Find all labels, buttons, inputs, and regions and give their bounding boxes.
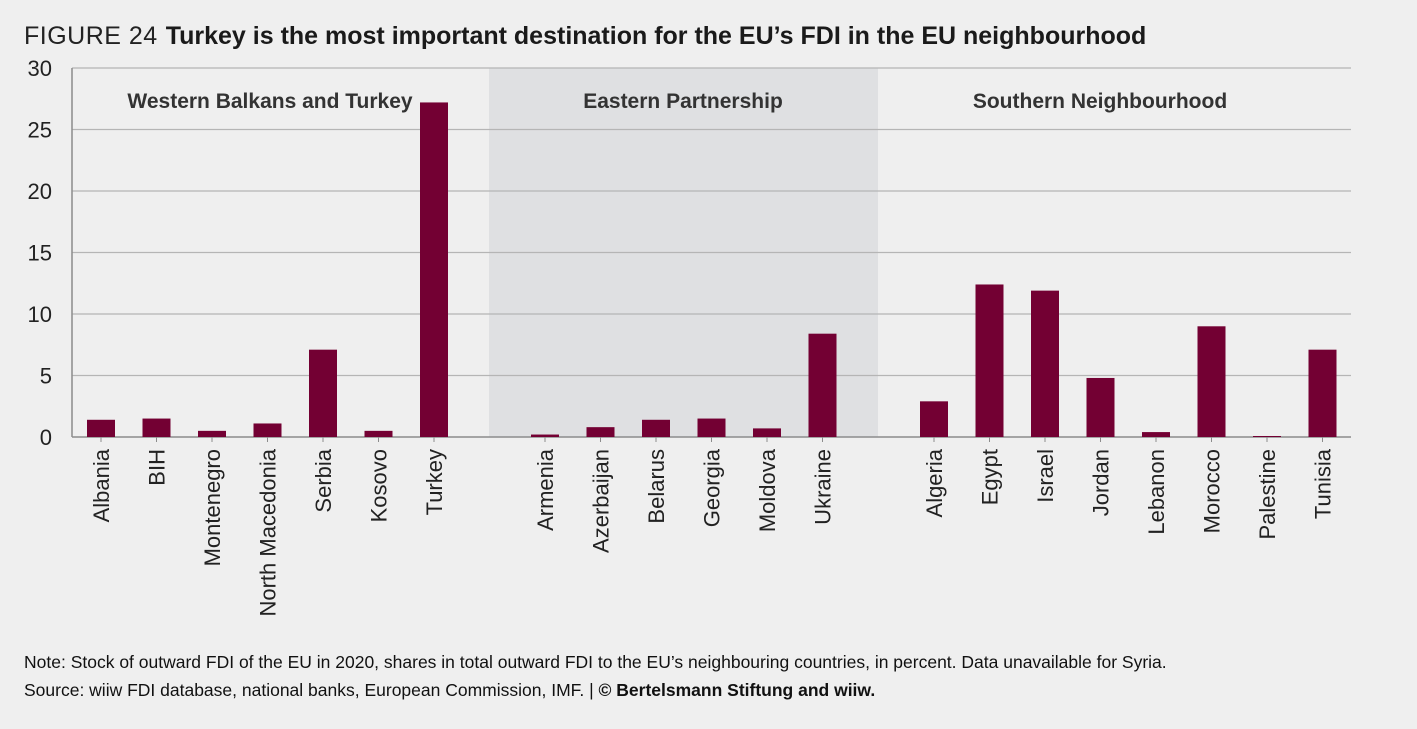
x-tick-label: Tunisia (1311, 448, 1336, 519)
y-tick-label: 25 (28, 118, 52, 143)
bar-moldova (753, 428, 781, 437)
x-tick-label: Albania (89, 448, 114, 522)
x-tick-label: BIH (145, 449, 170, 486)
x-tick-label: Turkey (422, 449, 447, 515)
y-tick-label: 10 (28, 302, 52, 327)
x-tick-label: Armenia (533, 448, 558, 531)
bar-belarus (642, 419, 670, 437)
bar-ukraine (808, 333, 837, 437)
bar-morocco (1197, 326, 1226, 437)
bar-georgia (697, 418, 726, 437)
x-tick-label: Lebanon (1144, 449, 1169, 535)
x-tick-label: Jordan (1089, 449, 1114, 516)
bar-lebanon (1142, 432, 1170, 437)
figure-label: FIGURE 24 (24, 22, 158, 50)
y-tick-label: 20 (28, 179, 52, 204)
bar-armenia (531, 434, 559, 437)
bar-palestine (1253, 436, 1281, 437)
source-text: Source: wiiw FDI database, national bank… (24, 680, 599, 700)
y-tick-label: 0 (40, 425, 52, 450)
group-label: Southern Neighbourhood (973, 90, 1227, 113)
x-tick-label: Palestine (1255, 449, 1280, 540)
x-tick-label: Israel (1033, 449, 1058, 503)
bar-jordan (1086, 377, 1115, 437)
bar-tunisia (1308, 349, 1337, 437)
x-tick-label: Georgia (700, 448, 725, 527)
y-tick-label: 5 (40, 364, 52, 389)
x-tick-label: North Macedonia (256, 448, 281, 616)
x-tick-label: Ukraine (811, 449, 836, 525)
bar-kosovo (364, 430, 393, 437)
x-tick-label: Belarus (644, 449, 669, 524)
bar-azerbaijan (586, 427, 615, 437)
bar-montenegro (198, 430, 226, 437)
bar-chart: 0 5 10 15 20 25 30 Western Balkans and Turkey Ea… (28, 56, 1351, 617)
x-tick-label: Montenegro (200, 449, 225, 566)
x-tick-label: Azerbaijan (589, 449, 614, 553)
bar-turkey (420, 102, 448, 437)
x-tick-label: Algeria (922, 448, 947, 517)
group-label: Eastern Partnership (583, 90, 783, 113)
x-tick-label: Kosovo (367, 449, 392, 522)
bar-bih (142, 418, 171, 437)
bar-egypt (975, 284, 1004, 437)
y-tick-label: 15 (28, 241, 52, 266)
x-tick-label: Serbia (311, 448, 336, 512)
chart-title: FIGURE 24 Turkey is the most important de… (24, 22, 1146, 51)
bar-albania (87, 419, 115, 437)
x-tick-label: Egypt (978, 449, 1003, 505)
bar-serbia (309, 349, 337, 437)
group-label: Western Balkans and Turkey (127, 90, 412, 113)
bar-algeria (920, 401, 948, 437)
bar-north-macedonia (253, 423, 282, 437)
chart-note: Note: Stock of outward FDI of the EU in … (24, 652, 1167, 672)
y-tick-label: 30 (28, 56, 52, 81)
title-text: Turkey is the most important destination… (165, 22, 1147, 50)
x-tick-label: Morocco (1200, 449, 1225, 533)
copyright-text: © Bertelsmann Stiftung and wiiw. (598, 680, 876, 700)
x-tick-label: Moldova (755, 448, 780, 532)
chart-source: Source: wiiw FDI database, national bank… (24, 680, 875, 701)
bar-israel (1031, 290, 1059, 437)
